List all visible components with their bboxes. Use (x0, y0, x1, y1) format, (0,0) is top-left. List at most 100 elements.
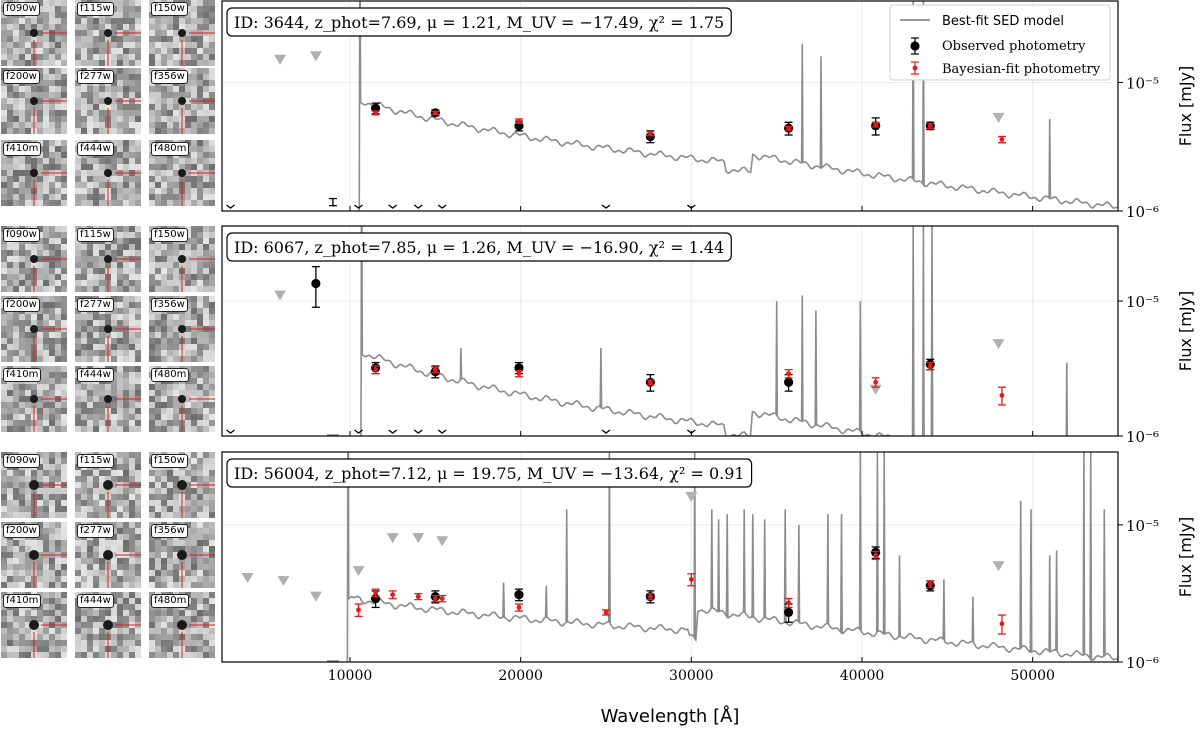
y-tick-label: 10⁻⁵ (1126, 74, 1159, 92)
axes-frame (221, 451, 1119, 663)
upper-limit-marker (436, 536, 449, 547)
cutout-filter-label: f410m (3, 594, 42, 608)
nondetection-marker (354, 204, 363, 209)
cutout-filter-label: f200w (3, 524, 40, 538)
nondetection-marker (437, 429, 447, 434)
source-blob (104, 97, 112, 105)
upper-limit-marker (274, 54, 287, 65)
bayesian-point (927, 581, 933, 587)
x-tick-label: 30000 (669, 668, 714, 684)
x-axis-label: Wavelength [Å] (601, 705, 740, 727)
nondetection-marker (388, 204, 398, 209)
source-blob (104, 325, 112, 333)
sed-panel-6067: 10⁻⁶ 10⁻⁵ Flux [mJy] ID: 6067, z_phot=7.85,… (221, 225, 1195, 446)
cutout-filter-label: f480m (151, 368, 190, 382)
upper-limit-marker (274, 290, 287, 301)
bayesian-point (647, 131, 653, 136)
cutout-f200w: f200w (1, 68, 67, 134)
cutout-f115w: f115w (75, 0, 141, 66)
bayesian-point (873, 379, 879, 385)
legend-observed-label: Observed photometry (942, 39, 1086, 54)
cutout-f277w: f277w (75, 296, 141, 362)
sed-panel-56004: 10000 20000 30000 40000 50000 10⁻⁶ 10⁻⁵ Flux [m… (221, 451, 1195, 684)
bayesian-point (927, 123, 933, 129)
source-blob (178, 325, 186, 333)
cutout-f090w: f090w (1, 452, 67, 518)
cutout-f277w: f277w (75, 522, 141, 588)
bayesian-point (873, 552, 879, 558)
bottom-errorbar (328, 197, 337, 207)
panel-title-box: ID: 56004, z_phot=7.12, μ = 19.75, M_UV … (226, 458, 753, 488)
bayesian-point (432, 367, 438, 373)
sed-panel-3644: 10⁻⁶ 10⁻⁵ Flux [mJy] ID: 3644, z_phot=7.69,… (221, 0, 1195, 221)
cutout-filter-label: f444w (77, 594, 114, 608)
panel-title-box: ID: 6067, z_phot=7.85, μ = 1.26, M_UV = … (226, 232, 732, 262)
cutout-filter-label: f115w (77, 454, 114, 468)
panel-title-frame (226, 7, 732, 37)
cutout-f115w: f115w (75, 226, 141, 292)
cutout-f150w: f150w (149, 0, 215, 66)
source-blob (177, 550, 187, 560)
cutout-image (75, 0, 141, 66)
y-tick-label: 10⁻⁶ (1126, 654, 1159, 672)
cutout-filter-label: f150w (151, 454, 188, 468)
bayesian-point (432, 596, 438, 601)
y-axis-label: Flux [mJy] (1176, 291, 1195, 372)
source-blob (178, 169, 186, 177)
cutout-grid: f090w f115w f150w f200w f277w f356w f410m f444w… (0, 0, 220, 732)
axes-frame (221, 0, 1119, 212)
panel-title: ID: 6067, z_phot=7.85, μ = 1.26, M_UV = … (234, 238, 724, 257)
bayesian-point (356, 607, 361, 613)
upper-limit-marker (386, 533, 399, 544)
cutout-filter-label: f410m (3, 142, 42, 156)
panel-title-frame (226, 458, 753, 488)
y-tick-label: 10⁻⁶ (1126, 203, 1159, 221)
source-blob (104, 169, 112, 177)
sed-model-line (346, 452, 1118, 662)
cutout-filter-label: f200w (3, 298, 40, 312)
source-blob (30, 395, 38, 403)
bayesian-point (873, 122, 879, 127)
bayesian-point (927, 363, 933, 369)
cutout-f200w: f200w (1, 522, 67, 588)
cutout-filter-label: f150w (151, 228, 188, 242)
cutout-f410m: f410m (1, 140, 67, 206)
observed-point (784, 377, 794, 387)
x-tick-label: 40000 (840, 668, 885, 684)
bayesian-point (432, 110, 438, 116)
upper-limit-marker (309, 591, 322, 602)
legend-observed-swatch (910, 41, 920, 51)
cutout-f356w: f356w (149, 68, 215, 134)
panel-title-box: ID: 3644, z_phot=7.69, μ = 1.21, M_UV = … (226, 7, 732, 37)
cutout-filter-label: f200w (3, 70, 40, 84)
nondetection-marker (601, 429, 611, 434)
source-blob (30, 97, 38, 105)
nondetection-marker (354, 429, 363, 434)
source-blob (104, 395, 112, 403)
upper-limit-marker (992, 112, 1005, 123)
cutout-f150w: f150w (149, 226, 215, 292)
bayesian-point (516, 605, 522, 610)
cutout-f115w: f115w (75, 452, 141, 518)
cutout-filter-label: f356w (151, 524, 188, 538)
cutout-image (149, 0, 215, 66)
sed-model-line (358, 1, 1118, 211)
axes-frame (221, 225, 1119, 437)
cutout-f410m: f410m (1, 366, 67, 432)
plot-area (222, 226, 1118, 436)
cutout-filter-label: f277w (77, 70, 114, 84)
cutout-f200w: f200w (1, 296, 67, 362)
nondetection-marker (226, 429, 235, 434)
plot-area (222, 1, 1118, 211)
source-blob (29, 620, 39, 630)
upper-limit-marker (992, 339, 1005, 350)
cutout-filter-label: f444w (77, 142, 114, 156)
source-blob (30, 325, 38, 333)
source-blob (103, 550, 113, 560)
source-blob (178, 395, 186, 403)
source-blob (178, 29, 186, 37)
bayesian-point (373, 110, 378, 116)
upper-limit-marker (685, 491, 698, 502)
cutout-filter-label: f480m (151, 594, 190, 608)
